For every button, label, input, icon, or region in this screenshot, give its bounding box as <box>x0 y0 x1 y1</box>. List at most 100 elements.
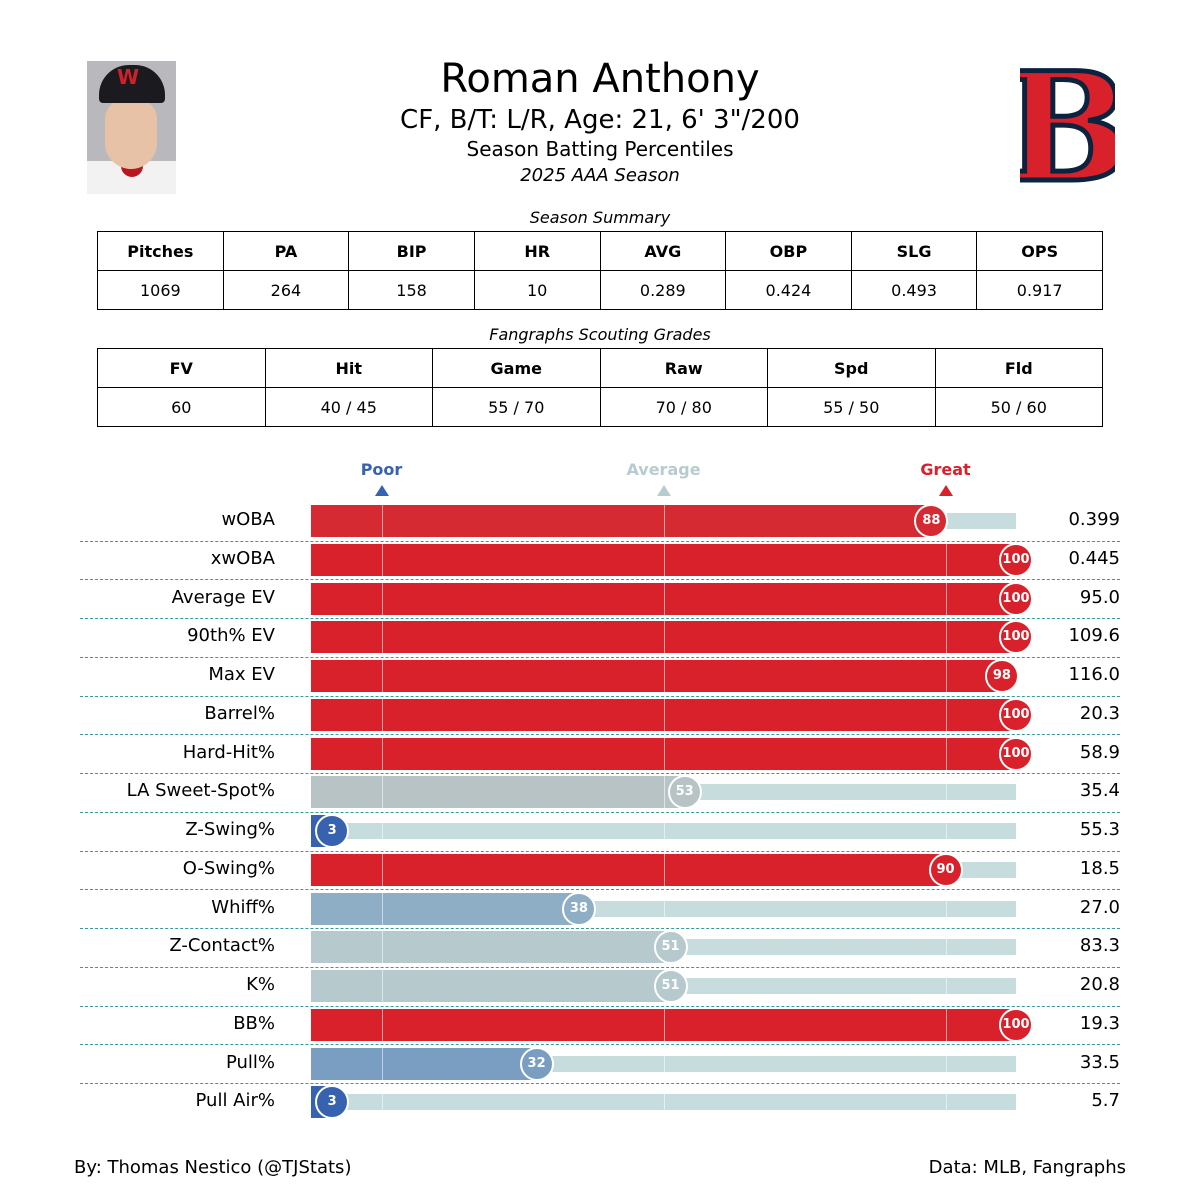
percentile-badge: 3 <box>315 1085 350 1120</box>
table-cell: Raw <box>599 348 768 388</box>
table-cell: Pitches <box>97 231 224 271</box>
stat-label: xwOBA <box>210 547 275 569</box>
percentile-badge: 3 <box>315 814 350 848</box>
reference-line <box>381 698 383 731</box>
table-cell: 1069 <box>97 270 224 310</box>
stat-value: 83.3 <box>1079 935 1120 957</box>
author-credit: By: Thomas Nestico (@TJStats) <box>74 1157 352 1178</box>
percentile-badge: 100 <box>999 1007 1033 1042</box>
summary-table: Pitches PA BIP HR AVG OBP SLG OPS 1069 264 158 10 0.… <box>97 231 1103 310</box>
reference-line <box>381 892 383 925</box>
stat-value: 20.8 <box>1079 974 1120 995</box>
stat-label: wOBA <box>221 509 275 530</box>
stat-value: 20.3 <box>1079 702 1120 724</box>
stat-label: Z-Swing% <box>185 819 275 840</box>
stat-value: 0.399 <box>1068 509 1120 530</box>
reference-line <box>381 621 383 654</box>
stat-label: Max EV <box>208 664 275 685</box>
stat-label: Barrel% <box>204 702 275 724</box>
reference-line <box>663 660 665 692</box>
table-cell: BIP <box>348 231 475 271</box>
stat-label: Average EV <box>171 586 275 608</box>
reference-line <box>381 815 383 847</box>
stat-value: 116.0 <box>1068 664 1120 685</box>
reference-line <box>663 1086 665 1119</box>
stat-label: Pull% <box>225 1051 275 1073</box>
stat-label: Z-Contact% <box>169 935 275 957</box>
stat-label: Pull Air% <box>195 1090 276 1112</box>
table-cell: Spd <box>767 348 936 388</box>
percentile-badge: 53 <box>667 775 702 810</box>
chart-subtitle: Season Batting Percentiles <box>466 137 734 161</box>
reference-line <box>945 582 947 615</box>
stat-value: 55.3 <box>1079 819 1120 840</box>
reference-line <box>945 776 947 809</box>
bar-fill <box>311 660 1002 692</box>
reference-line <box>663 737 665 770</box>
reference-line <box>663 621 665 654</box>
stat-value: 5.7 <box>1091 1090 1120 1112</box>
reference-line <box>381 931 383 964</box>
bar-fill <box>311 776 685 809</box>
reference-line <box>945 970 947 1002</box>
table-cell: FV <box>97 348 266 388</box>
player-name: Roman Anthony <box>440 56 760 102</box>
reference-line <box>381 737 383 770</box>
percentile-badge: 90 <box>928 852 963 887</box>
stat-value: 58.9 <box>1079 741 1120 763</box>
marker-label-average: Average <box>626 460 701 479</box>
table-cell: 158 <box>348 270 475 310</box>
reference-line <box>381 1008 383 1041</box>
percentile-badge: 100 <box>999 620 1033 655</box>
row-divider <box>80 889 1120 891</box>
table-cell: Hit <box>264 348 433 388</box>
bar-fill <box>311 892 579 925</box>
row-divider <box>80 1083 1120 1084</box>
stat-value: 19.3 <box>1079 1012 1120 1034</box>
table-cell: OBP <box>725 231 852 271</box>
stat-value: 27.0 <box>1079 896 1120 918</box>
row-divider <box>80 811 1120 813</box>
reference-line <box>381 853 383 886</box>
reference-line <box>381 543 383 576</box>
row-divider <box>80 734 1120 736</box>
table-cell: 0.289 <box>599 270 727 310</box>
percentile-badge: 38 <box>561 891 596 926</box>
data-source: Data: MLB, Fangraphs <box>928 1157 1126 1178</box>
reference-line <box>663 853 665 886</box>
percentile-badge: 100 <box>999 736 1033 771</box>
reference-line <box>663 698 665 731</box>
table-cell: OPS <box>976 231 1103 271</box>
reference-line <box>381 582 383 615</box>
stat-value: 18.5 <box>1079 857 1120 879</box>
reference-line <box>945 660 947 692</box>
reference-line <box>945 892 947 925</box>
percentile-badge: 51 <box>653 969 688 1003</box>
table-cell: 70 / 80 <box>599 387 768 427</box>
table-cell: PA <box>222 231 350 271</box>
bar-fill <box>311 1047 537 1080</box>
reference-line <box>945 543 947 576</box>
reference-line <box>381 505 383 537</box>
percentile-badge: 32 <box>519 1046 554 1081</box>
row-divider <box>80 773 1120 774</box>
stat-label: 90th% EV <box>187 625 275 647</box>
stat-label: Hard-Hit% <box>182 741 275 763</box>
stat-value: 35.4 <box>1079 780 1120 802</box>
row-divider <box>80 579 1120 581</box>
reference-line <box>381 1086 383 1119</box>
table-cell: 0.493 <box>850 270 978 310</box>
team-logo: B <box>1020 62 1115 192</box>
grades-table: FV Hit Game Raw Spd Fld 60 40 / 45 55 / 70 70 / 8… <box>97 348 1103 427</box>
reference-line <box>945 698 947 731</box>
player-photo: W <box>87 61 176 194</box>
table-cell: HR <box>473 231 601 271</box>
bar-fill <box>311 931 671 964</box>
reference-line <box>945 815 947 847</box>
reference-line <box>945 931 947 964</box>
marker-triangle-icon <box>656 485 671 496</box>
table-cell: 40 / 45 <box>264 387 433 427</box>
grades-title: Fangraphs Scouting Grades <box>489 325 711 344</box>
stat-value: 33.5 <box>1079 1051 1120 1073</box>
marker-triangle-icon <box>938 485 953 496</box>
